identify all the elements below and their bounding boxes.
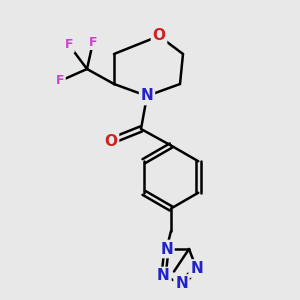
Text: F: F <box>65 38 73 52</box>
Text: N: N <box>190 261 203 276</box>
Text: N: N <box>160 242 173 256</box>
Text: O: O <box>152 28 166 44</box>
Text: N: N <box>175 276 188 291</box>
Text: F: F <box>56 74 64 88</box>
Text: O: O <box>104 134 118 148</box>
Text: N: N <box>157 268 170 284</box>
Text: F: F <box>89 35 97 49</box>
Text: N: N <box>141 88 153 104</box>
